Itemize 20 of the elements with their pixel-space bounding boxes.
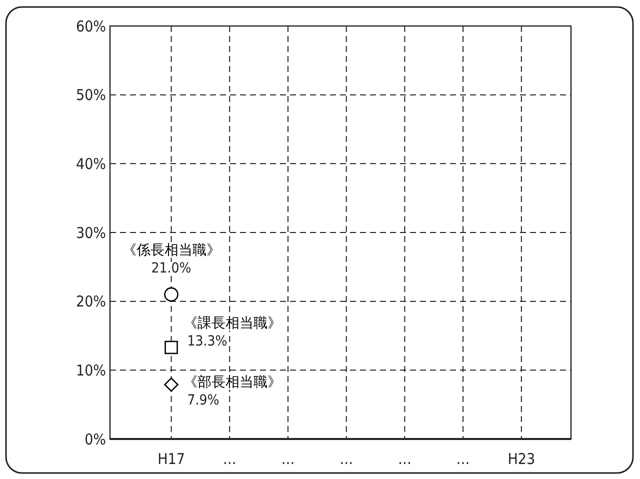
- y-tick-label: 30%: [76, 224, 106, 242]
- x-tick-label: …: [340, 450, 354, 468]
- x-tick-label: …: [222, 450, 236, 468]
- x-tick-label: H17: [158, 450, 185, 468]
- y-tick-label: 40%: [76, 154, 106, 173]
- data-label: 13.3%: [187, 333, 228, 350]
- y-tick-label: 10%: [76, 361, 106, 380]
- data-label: 21.0%: [151, 260, 192, 276]
- x-tick-label: …: [398, 450, 412, 468]
- data-label: 7.9%: [187, 392, 220, 409]
- y-tick-label: 50%: [76, 86, 106, 104]
- x-tick-label: …: [281, 450, 295, 468]
- text: 《係長相当職》: [122, 242, 220, 258]
- y-tick-label: 0%: [84, 430, 106, 448]
- series-label: 《部長相当職》: [183, 374, 282, 391]
- x-tick-label: …: [456, 450, 470, 468]
- y-tick-label: 60%: [76, 17, 106, 36]
- y-tick-label: 20%: [76, 292, 106, 311]
- series-label: 《課長相当職》: [183, 315, 282, 332]
- x-tick-label: H23: [508, 450, 536, 468]
